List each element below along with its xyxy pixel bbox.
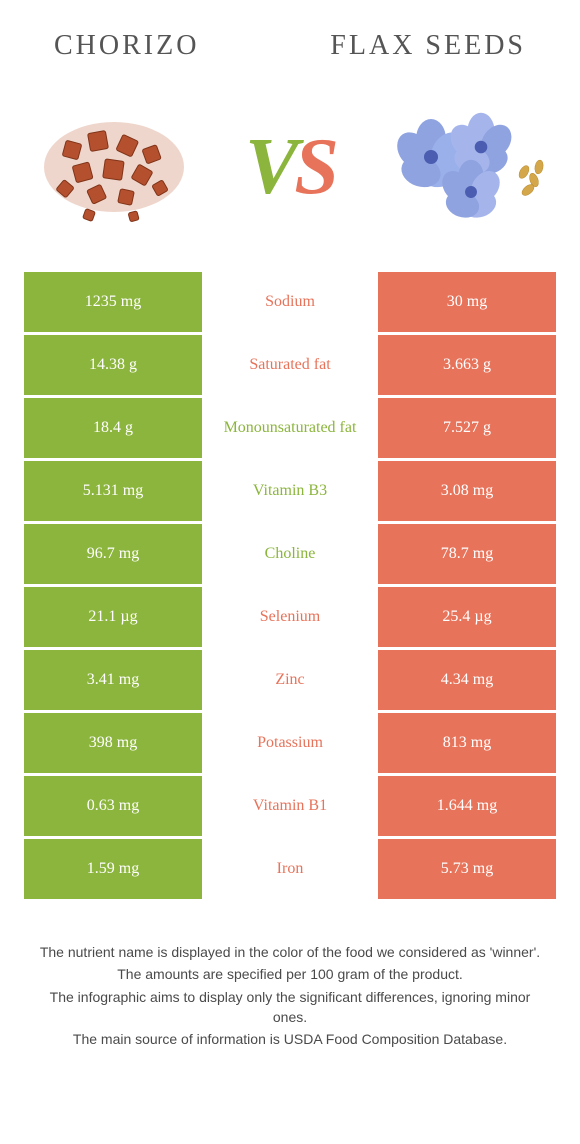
vs-v: V [245, 123, 294, 211]
value-left: 1235 mg [24, 272, 202, 332]
title-row: Chorizo Flax seeds [24, 20, 556, 92]
value-right: 5.73 mg [378, 839, 556, 899]
infographic: Chorizo Flax seeds [0, 0, 580, 1071]
table-row: 1.59 mgIron5.73 mg [24, 839, 556, 902]
table-row: 18.4 gMonounsaturated fat7.527 g [24, 398, 556, 461]
value-left: 14.38 g [24, 335, 202, 395]
nutrient-label: Vitamin B1 [202, 776, 378, 836]
title-right: Flax seeds [330, 30, 526, 62]
hero-row: VS [24, 92, 556, 272]
value-right: 78.7 mg [378, 524, 556, 584]
value-left: 0.63 mg [24, 776, 202, 836]
value-left: 1.59 mg [24, 839, 202, 899]
value-left: 5.131 mg [24, 461, 202, 521]
nutrient-table: 1235 mgSodium30 mg14.38 gSaturated fat3.… [24, 272, 556, 902]
value-right: 3.663 g [378, 335, 556, 395]
table-row: 21.1 µgSelenium25.4 µg [24, 587, 556, 650]
table-row: 96.7 mgCholine78.7 mg [24, 524, 556, 587]
table-row: 0.63 mgVitamin B11.644 mg [24, 776, 556, 839]
nutrient-label: Potassium [202, 713, 378, 773]
footer-line: The main source of information is USDA F… [34, 1029, 546, 1049]
nutrient-label: Sodium [202, 272, 378, 332]
table-row: 5.131 mgVitamin B33.08 mg [24, 461, 556, 524]
table-row: 14.38 gSaturated fat3.663 g [24, 335, 556, 398]
value-right: 1.644 mg [378, 776, 556, 836]
value-left: 18.4 g [24, 398, 202, 458]
value-left: 96.7 mg [24, 524, 202, 584]
nutrient-label: Saturated fat [202, 335, 378, 395]
value-right: 25.4 µg [378, 587, 556, 647]
nutrient-label: Selenium [202, 587, 378, 647]
footer-line: The amounts are specified per 100 gram o… [34, 964, 546, 984]
footer-line: The nutrient name is displayed in the co… [34, 942, 546, 962]
value-left: 21.1 µg [24, 587, 202, 647]
nutrient-label: Vitamin B3 [202, 461, 378, 521]
table-row: 3.41 mgZinc4.34 mg [24, 650, 556, 713]
nutrient-label: Monounsaturated fat [202, 398, 378, 458]
vs-icon: VS [245, 122, 335, 213]
value-right: 30 mg [378, 272, 556, 332]
table-row: 398 mgPotassium813 mg [24, 713, 556, 776]
footer-line: The infographic aims to display only the… [34, 987, 546, 1028]
chorizo-image [34, 92, 194, 242]
value-right: 3.08 mg [378, 461, 556, 521]
value-left: 3.41 mg [24, 650, 202, 710]
value-right: 813 mg [378, 713, 556, 773]
value-right: 4.34 mg [378, 650, 556, 710]
value-left: 398 mg [24, 713, 202, 773]
table-row: 1235 mgSodium30 mg [24, 272, 556, 335]
nutrient-label: Iron [202, 839, 378, 899]
nutrient-label: Zinc [202, 650, 378, 710]
vs-s: S [294, 123, 335, 211]
footer-notes: The nutrient name is displayed in the co… [24, 902, 556, 1049]
value-right: 7.527 g [378, 398, 556, 458]
nutrient-label: Choline [202, 524, 378, 584]
title-left: Chorizo [54, 30, 199, 62]
flax-image [386, 92, 546, 242]
